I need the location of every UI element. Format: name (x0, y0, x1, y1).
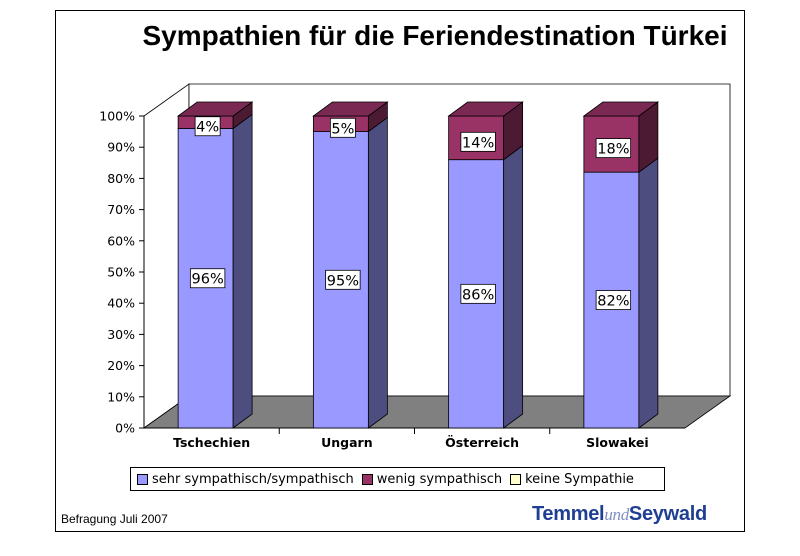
logo-part-1: Temmel (532, 503, 605, 525)
y-tick-label: 80% (107, 171, 135, 186)
data-label: 96% (192, 272, 224, 288)
logo-part-3: Seywald (628, 503, 707, 525)
data-label-box (460, 283, 496, 304)
y-tick-label: 60% (107, 233, 135, 248)
y-tick-label: 40% (107, 296, 135, 311)
bar-top (176, 101, 254, 117)
y-tick-label: 10% (107, 389, 135, 404)
y-tick-label: 20% (107, 358, 135, 373)
y-tick-label: 100% (99, 109, 135, 124)
y-tick-label: 50% (107, 265, 135, 280)
data-label: 95% (327, 273, 359, 289)
legend-swatch-sehr (137, 473, 148, 485)
data-label-box (189, 268, 226, 289)
legend-label-wenig: wenig sympathisch (376, 471, 503, 487)
company-logo: TemmelundSeywald (532, 503, 707, 526)
legend-label-keine: keine Sympathie (525, 471, 634, 487)
data-label-box (595, 290, 632, 310)
bar-sehr-side (503, 144, 524, 429)
data-label-box (595, 138, 632, 158)
bar-sehr-side (232, 113, 253, 429)
bar-top (582, 101, 660, 117)
data-label-box (460, 131, 496, 152)
data-label-box (325, 269, 361, 290)
y-tick-label: 0% (115, 421, 135, 436)
footnote: Befragung Juli 2007 (61, 512, 168, 526)
y-tick-label: 30% (107, 327, 135, 342)
bar-sehr-side (638, 157, 659, 429)
y-tick-label: 70% (107, 202, 135, 217)
x-tick-label: Ungarn (321, 435, 373, 450)
data-label: 18% (597, 142, 629, 158)
bar-sehr-side (367, 116, 388, 429)
data-label: 86% (462, 287, 494, 303)
legend-label-sehr: sehr sympathisch/sympathisch (152, 471, 354, 487)
logo-part-2: und (604, 505, 629, 524)
data-label-box (194, 116, 221, 137)
chart-title: Sympathien für die Feriendestination Tür… (142, 20, 728, 51)
x-tick-label: Slowakei (586, 435, 649, 450)
legend-item-keine: keine Sympathie (510, 472, 634, 487)
legend-swatch-wenig (361, 473, 373, 485)
data-label: 4% (196, 120, 219, 136)
bar-top (447, 101, 524, 117)
legend-item-sehr: sehr sympathisch/sympathisch (137, 472, 354, 487)
data-label: 14% (462, 135, 494, 151)
legend-item-wenig: wenig sympathisch (361, 471, 503, 487)
legend-swatch-keine (510, 473, 522, 485)
data-label: 5% (331, 121, 354, 137)
data-label-box (329, 117, 356, 138)
x-tick-label: Tschechien (173, 435, 250, 450)
x-tick-label: Österreich (445, 435, 519, 450)
chart-legend: sehr sympathisch/sympathisch wenig sympa… (130, 467, 665, 491)
bar-top (312, 101, 389, 117)
y-tick-label: 90% (107, 140, 135, 155)
data-label: 82% (597, 294, 629, 310)
